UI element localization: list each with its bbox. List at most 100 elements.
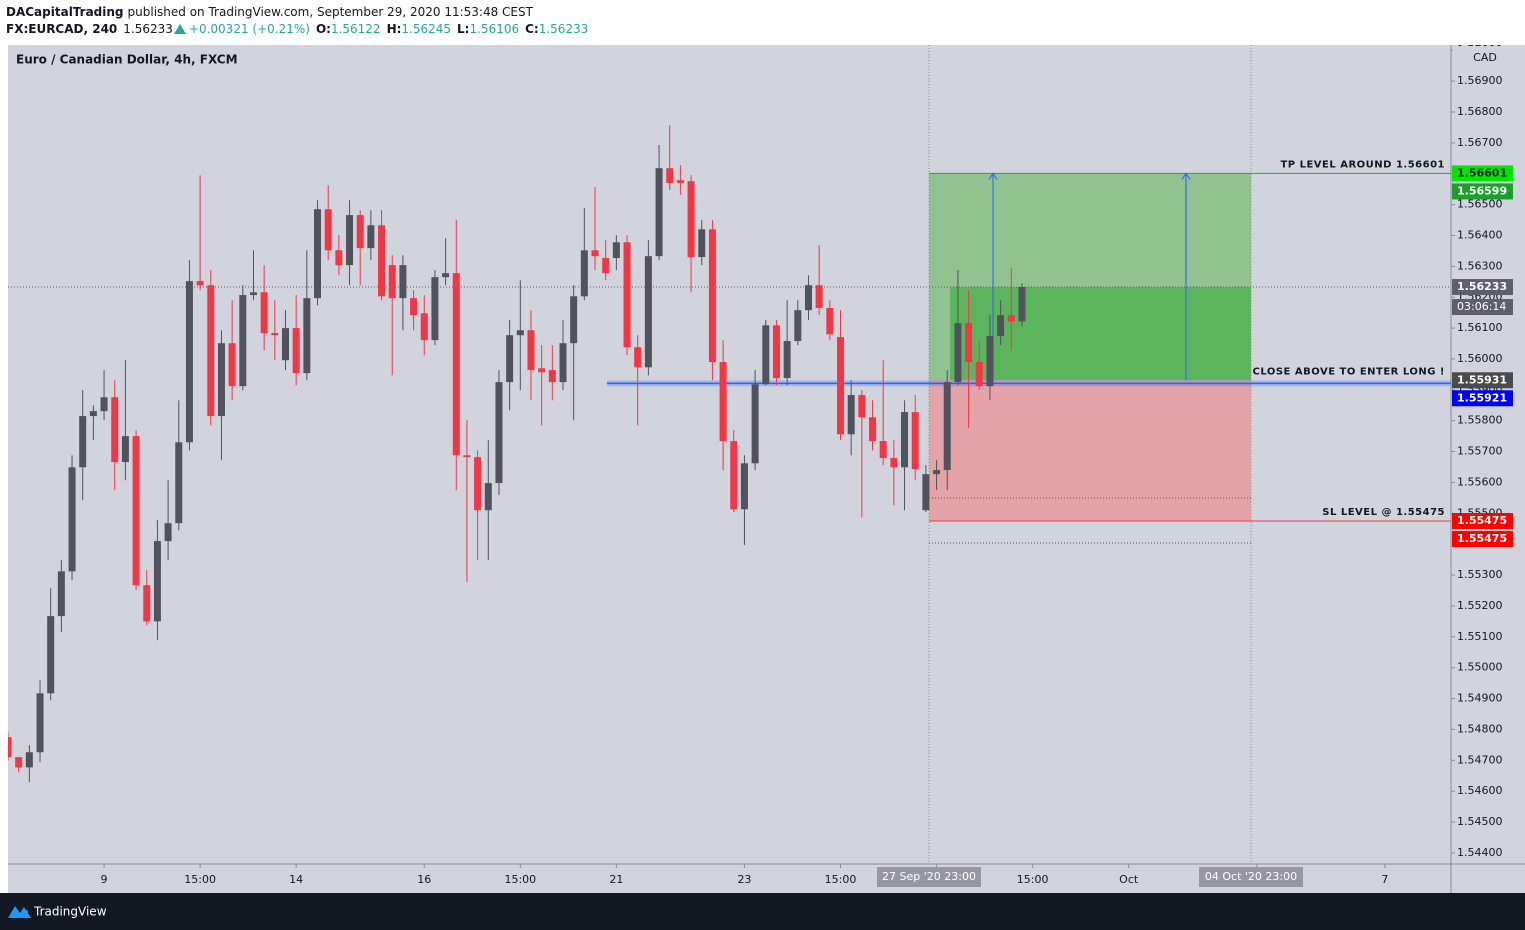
candle-body (933, 470, 941, 475)
x-tick-label: 21 (609, 873, 623, 886)
candle-body (527, 330, 535, 371)
candle-body (591, 250, 599, 257)
candle-body (410, 298, 418, 316)
y-tick-label: 1.54700 (1457, 753, 1503, 766)
currency-bg (1453, 46, 1523, 64)
price-badge-label: 1.56233 (1457, 280, 1507, 293)
date-badge (877, 867, 981, 887)
y-tick-label: 1.56400 (1457, 228, 1503, 241)
date-badge-label: 27 Sep '20 23:00 (882, 870, 976, 883)
candle-body (356, 215, 364, 249)
candle-body (847, 395, 855, 435)
y-tick-label: 1.54900 (1457, 692, 1503, 705)
y-tick-label: 1.55000 (1457, 661, 1503, 674)
candle-body (943, 382, 951, 471)
candle-body (644, 256, 652, 368)
ohlc-key: H: (387, 22, 402, 36)
annotation: SL LEVEL @ 1.55475 (1322, 507, 1445, 518)
price-badge (1452, 165, 1513, 182)
candle-body (751, 384, 759, 464)
candle-body (292, 328, 300, 374)
candle-body (185, 281, 193, 443)
ohlc-key: O: (316, 22, 331, 36)
candle-body (516, 330, 524, 336)
candle-body (495, 382, 503, 484)
candle-body (79, 416, 87, 468)
x-tick-label: 15:00 (504, 873, 536, 886)
date-badge-label: 04 Oct '20 23:00 (1205, 870, 1297, 883)
candle-body (335, 250, 343, 266)
candle-body (239, 295, 247, 387)
footer-bar (0, 893, 1525, 930)
ohlc-value: 1.56122 (331, 22, 381, 36)
ohlc-value: 1.56245 (401, 22, 451, 36)
countdown-label: 03:06:14 (1457, 300, 1506, 313)
candle-body (36, 693, 44, 753)
candle-body (612, 242, 620, 259)
date-badge (1199, 867, 1303, 887)
price-badge (1452, 372, 1513, 389)
candle-body (965, 323, 973, 363)
y-tick-label: 1.54600 (1457, 784, 1503, 797)
candle-body (111, 397, 119, 463)
x-tick-label: 14 (289, 873, 303, 886)
x-tick-label: 15:00 (184, 873, 216, 886)
candle-body (207, 285, 215, 417)
candle-body (175, 442, 183, 524)
price-badge (1452, 531, 1513, 548)
x-tick-label: 15:00 (825, 873, 857, 886)
chart-background (8, 45, 1525, 893)
candle-body (388, 265, 396, 299)
y-tick-label: 1.55800 (1457, 414, 1503, 427)
candle-body (730, 441, 738, 510)
candle-body (8, 737, 12, 758)
price-badge-label: 1.55921 (1457, 391, 1507, 404)
candle-body (954, 323, 962, 383)
candle-body (890, 458, 898, 468)
y-tick-label: 1.56700 (1457, 136, 1503, 149)
candle-body (602, 258, 610, 274)
candle-body (260, 292, 268, 334)
symbol-line: FX:EURCAD, 240 1.56233 +0.00321 (+0.21%) O:… (6, 22, 588, 36)
candle-body (708, 229, 716, 363)
active-zone (950, 287, 1251, 381)
candle-body (975, 362, 983, 387)
candle-body (324, 209, 332, 251)
x-tick-label: 23 (737, 873, 751, 886)
candle-body (901, 412, 909, 468)
candle-body (15, 757, 23, 768)
candle-body (538, 368, 546, 373)
candle-body (719, 362, 727, 442)
candle-body (997, 315, 1005, 337)
chart-title: Euro / Canadian Dollar, 4h, FXCM (16, 53, 238, 67)
price-badge (1452, 390, 1513, 407)
y-tick-label: 1.56300 (1457, 259, 1503, 272)
candle-body (794, 310, 802, 342)
candle-body (217, 343, 225, 417)
candle-body (623, 242, 631, 348)
candle-body (399, 265, 407, 299)
candle-body (47, 616, 55, 694)
candle-body (772, 325, 780, 379)
candle-body (442, 273, 450, 278)
arrow-head (1181, 172, 1191, 180)
candle-body (249, 292, 257, 296)
candle-body (463, 455, 471, 458)
candle-body (559, 343, 567, 383)
tv-logo (8, 906, 31, 918)
ohlc-value: 1.56106 (469, 22, 519, 36)
price-badge-label: 1.56599 (1457, 184, 1507, 197)
candle-body (303, 298, 311, 374)
candle-body (986, 336, 994, 387)
y-tick-label: 1.55600 (1457, 475, 1503, 488)
candle-body (484, 483, 492, 511)
change: +0.00321 (+0.21%) (189, 22, 310, 36)
price-badge (1452, 513, 1513, 530)
candle-body (420, 313, 428, 341)
up-arrow-icon (174, 24, 186, 34)
candle-body (378, 225, 386, 297)
candle-body (911, 412, 919, 470)
y-tick-label: 1.55700 (1457, 445, 1503, 458)
candle-body (1007, 315, 1015, 322)
